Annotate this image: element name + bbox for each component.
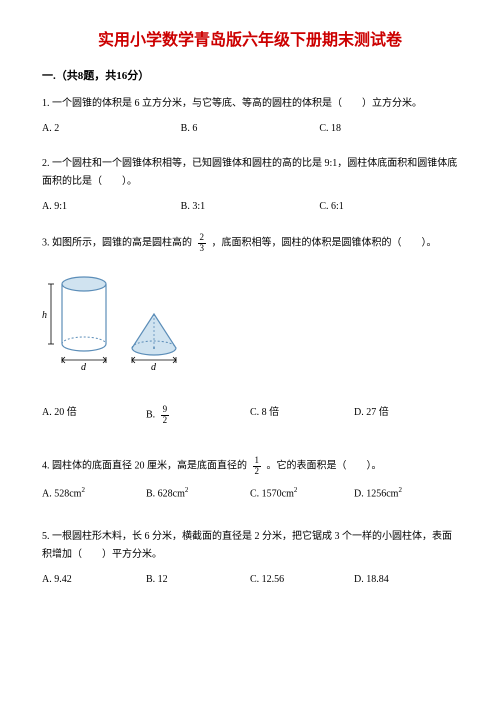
option-c: C. 6:1 bbox=[319, 199, 458, 215]
exam-title: 实用小学数学青岛版六年级下册期末测试卷 bbox=[42, 28, 458, 54]
question-3-options: A. 20 倍 B. 9 2 C. 8 倍 D. 27 倍 bbox=[42, 405, 458, 426]
option-b: B. 3:1 bbox=[181, 199, 320, 215]
question-3: 3. 如图所示，圆锥的高是圆柱高的 2 3 ，底面积相等，圆柱的体积是圆锥体积的… bbox=[42, 233, 458, 254]
option-b: B. 12 bbox=[146, 572, 250, 588]
option-a: A. 2 bbox=[42, 121, 181, 137]
denominator: 3 bbox=[198, 244, 207, 254]
option-d: D. 1256cm2 bbox=[354, 485, 458, 502]
option-c: C. 12.56 bbox=[250, 572, 354, 588]
option-c: C. 8 倍 bbox=[250, 405, 354, 426]
question-1: 1. 一个圆锥的体积是 6 立方分米，与它等底、等高的圆柱的体积是（ ）立方分米… bbox=[42, 95, 458, 113]
option-a: A. 9.42 bbox=[42, 572, 146, 588]
option-d: D. 18.84 bbox=[354, 572, 458, 588]
question-2-options: A. 9:1 B. 3:1 C. 6:1 bbox=[42, 199, 458, 215]
option-c: C. 18 bbox=[319, 121, 458, 137]
option-a: A. 528cm2 bbox=[42, 485, 146, 502]
question-5: 5. 一根圆柱形木料，长 6 分米，横截面的直径是 2 分米，把它锯成 3 个一… bbox=[42, 528, 458, 564]
numerator: 1 bbox=[253, 456, 262, 467]
option-b: B. 628cm2 bbox=[146, 485, 250, 502]
q4-post: 。它的表面积是（ ）。 bbox=[267, 460, 382, 471]
question-1-options: A. 2 B. 6 C. 18 bbox=[42, 121, 458, 137]
question-5-options: A. 9.42 B. 12 C. 12.56 D. 18.84 bbox=[42, 572, 458, 588]
d-label: d bbox=[81, 362, 87, 373]
q3-post: ，底面积相等，圆柱的体积是圆锥体积的（ ）。 bbox=[212, 238, 437, 249]
fraction-icon: 2 3 bbox=[198, 233, 207, 254]
question-4-options: A. 528cm2 B. 628cm2 C. 1570cm2 D. 1256cm… bbox=[42, 485, 458, 502]
h-label: h bbox=[42, 310, 47, 321]
denominator: 2 bbox=[253, 467, 262, 477]
option-d: D. 27 倍 bbox=[354, 405, 458, 426]
option-a: A. 20 倍 bbox=[42, 405, 146, 426]
section-heading: 一.（共8题，共16分） bbox=[42, 68, 458, 86]
fraction-icon: 9 2 bbox=[161, 405, 170, 426]
option-b: B. 9 2 bbox=[146, 405, 250, 426]
denominator: 2 bbox=[161, 416, 170, 426]
question-2: 2. 一个圆柱和一个圆锥体积相等，已知圆锥体和圆柱的高的比是 9:1，圆柱体底面… bbox=[42, 155, 458, 191]
cylinder-cone-diagram: h d d bbox=[42, 266, 458, 387]
d-label: d bbox=[151, 362, 157, 373]
fraction-icon: 1 2 bbox=[253, 456, 262, 477]
option-b-prefix: B. bbox=[146, 410, 155, 421]
question-4: 4. 圆柱体的底面直径 20 厘米，高是底面直径的 1 2 。它的表面积是（ ）… bbox=[42, 456, 458, 477]
option-b: B. 6 bbox=[181, 121, 320, 137]
q3-pre: 3. 如图所示，圆锥的高是圆柱高的 bbox=[42, 238, 192, 249]
q4-pre: 4. 圆柱体的底面直径 20 厘米，高是底面直径的 bbox=[42, 460, 247, 471]
option-a: A. 9:1 bbox=[42, 199, 181, 215]
option-c: C. 1570cm2 bbox=[250, 485, 354, 502]
